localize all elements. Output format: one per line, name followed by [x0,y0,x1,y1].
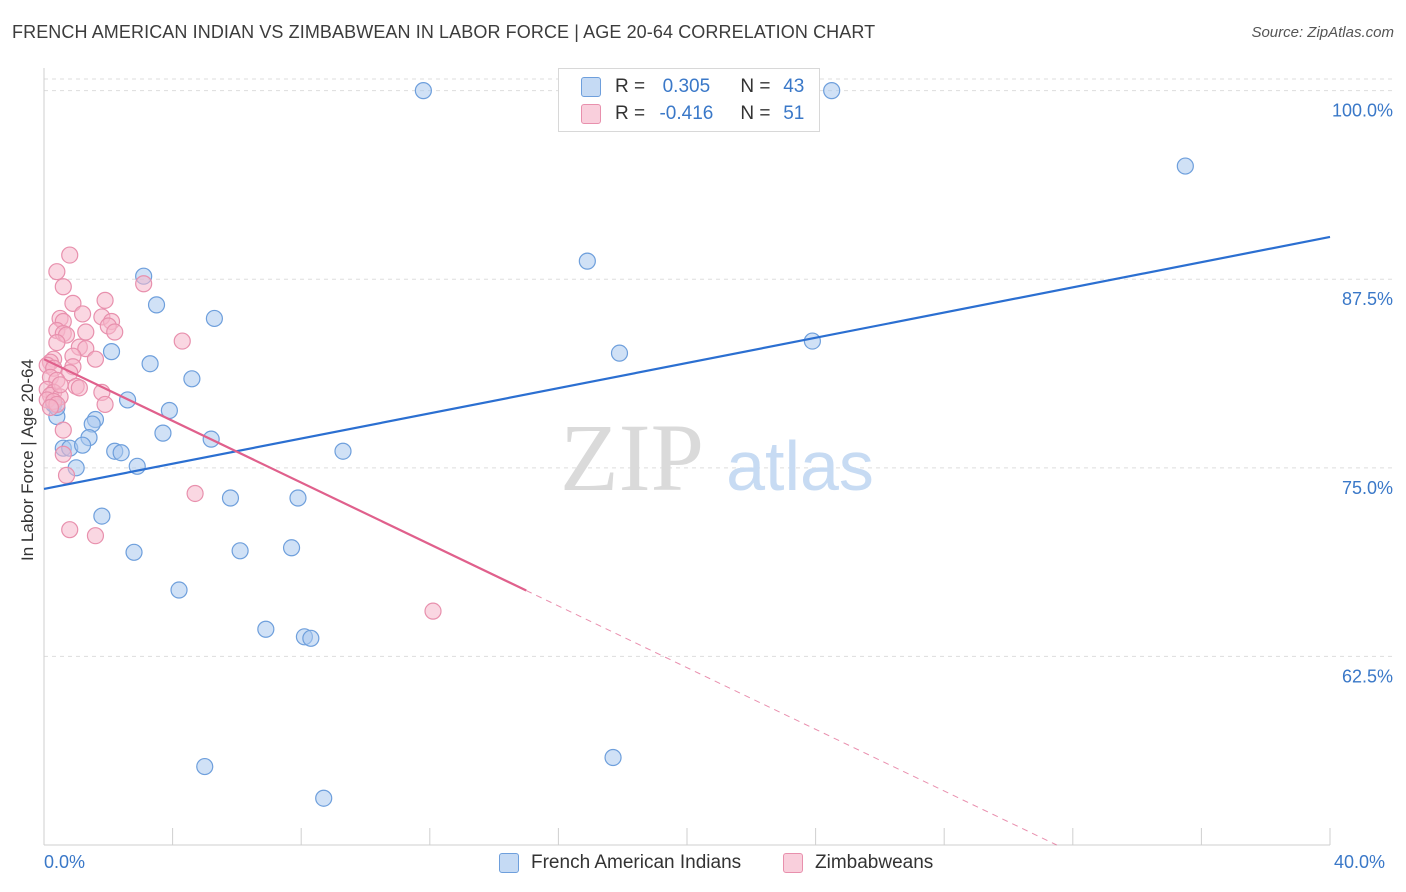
data-point-french-american-indians [257,620,275,638]
data-point-zimbabweans [77,340,95,358]
chart-title: FRENCH AMERICAN INDIAN VS ZIMBABWEAN IN … [12,22,876,42]
data-point-zimbabweans [54,278,72,296]
trend-line-zimbabweans [43,358,527,592]
data-point-french-american-indians [803,332,821,350]
data-point-zimbabweans [48,333,66,352]
data-point-zimbabweans [135,275,153,293]
data-point-zimbabweans [186,484,204,503]
source-label: Source: ZipAtlas.com [1251,24,1394,41]
data-point-french-american-indians [604,748,622,767]
series-french-american-indians [45,82,1194,807]
watermark: ZIP atlas [560,404,874,511]
y-tick-label: 100.0% [1332,101,1393,121]
legend-swatch-blue [499,853,519,873]
stats-row-zimbabweans: R = -0.416 N = 51 [581,102,812,126]
data-point-french-american-indians [1176,157,1194,175]
r-value: -0.416 [659,103,714,124]
y-tick-label: 75.0% [1342,478,1393,498]
legend-label: French American Indians [531,852,742,873]
legend-swatch-pink [581,104,601,124]
watermark-zip: ZIP [560,404,704,511]
trend-line-zimbabweans-extrapolated [526,590,1057,846]
data-point-french-american-indians [112,444,130,462]
data-point-french-american-indians [125,543,143,561]
data-point-zimbabweans [86,527,105,545]
data-point-zimbabweans [86,350,105,368]
data-point-french-american-indians [610,344,629,362]
data-point-french-american-indians [73,436,92,454]
data-point-zimbabweans [61,521,79,539]
data-point-french-american-indians [93,507,111,525]
n-label: N = [740,103,771,124]
data-point-zimbabweans [73,305,92,323]
data-point-zimbabweans [96,395,114,414]
x-tick-label-min: 0.0% [44,852,86,872]
data-point-french-american-indians [315,789,333,807]
y-tick-labels: 62.5% 75.0% 87.5% 100.0% [1332,101,1393,687]
data-point-french-american-indians [154,424,172,442]
data-point-french-american-indians [414,82,432,100]
data-point-french-american-indians [205,309,223,328]
n-value: 51 [783,103,805,124]
series-zimbabweans [38,246,442,620]
axes [43,68,1331,846]
r-label: R = [615,103,646,124]
legend-item-zimbabweans[interactable]: Zimbabweans [783,852,933,874]
stats-legend: R = 0.305 N = 43 R = -0.416 N = 51 [558,68,820,132]
data-point-zimbabweans [61,246,79,264]
data-point-zimbabweans [77,323,95,341]
data-point-french-american-indians [170,581,188,599]
data-point-french-american-indians [221,489,240,507]
data-point-zimbabweans [54,445,72,463]
data-point-french-american-indians [282,539,301,557]
data-point-french-american-indians [147,296,166,314]
y-tick-label: 87.5% [1342,289,1393,309]
series-legend: French American Indians Zimbabweans [0,852,1406,878]
data-point-french-american-indians [334,442,352,460]
data-point-french-american-indians [578,252,596,270]
data-point-french-american-indians [823,82,841,100]
data-point-french-american-indians [289,489,307,507]
trend-lines [43,235,1331,846]
legend-item-french-american-indians[interactable]: French American Indians [499,852,741,874]
data-point-french-american-indians [102,343,121,361]
x-tick-label-max: 40.0% [1334,852,1386,872]
data-point-french-american-indians [302,629,320,647]
data-point-french-american-indians [141,355,159,373]
data-point-zimbabweans [48,263,66,281]
data-point-zimbabweans [106,323,124,341]
data-point-zimbabweans [70,379,88,397]
y-tick-label: 62.5% [1342,666,1393,686]
n-value: 43 [783,76,805,97]
watermark-atlas: atlas [726,427,874,505]
stats-row-french-american-indians: R = 0.305 N = 43 [581,75,812,99]
r-value: 0.305 [662,76,711,97]
legend-swatch-blue [581,77,601,97]
data-point-zimbabweans [64,294,82,312]
data-point-zimbabweans [57,466,76,484]
data-point-zimbabweans [424,602,442,620]
data-point-french-american-indians [196,757,214,776]
legend-swatch-pink [783,853,803,873]
r-label: R = [615,76,646,97]
data-point-zimbabweans [51,376,69,394]
data-point-french-american-indians [183,370,201,388]
legend-label: Zimbabweans [815,852,934,873]
data-point-zimbabweans [54,421,72,439]
data-point-zimbabweans [41,398,60,417]
data-point-zimbabweans [96,291,114,309]
n-label: N = [740,76,771,97]
data-point-french-american-indians [231,542,249,560]
data-point-zimbabweans [173,332,191,350]
trend-line-french-american-indians [43,235,1331,491]
